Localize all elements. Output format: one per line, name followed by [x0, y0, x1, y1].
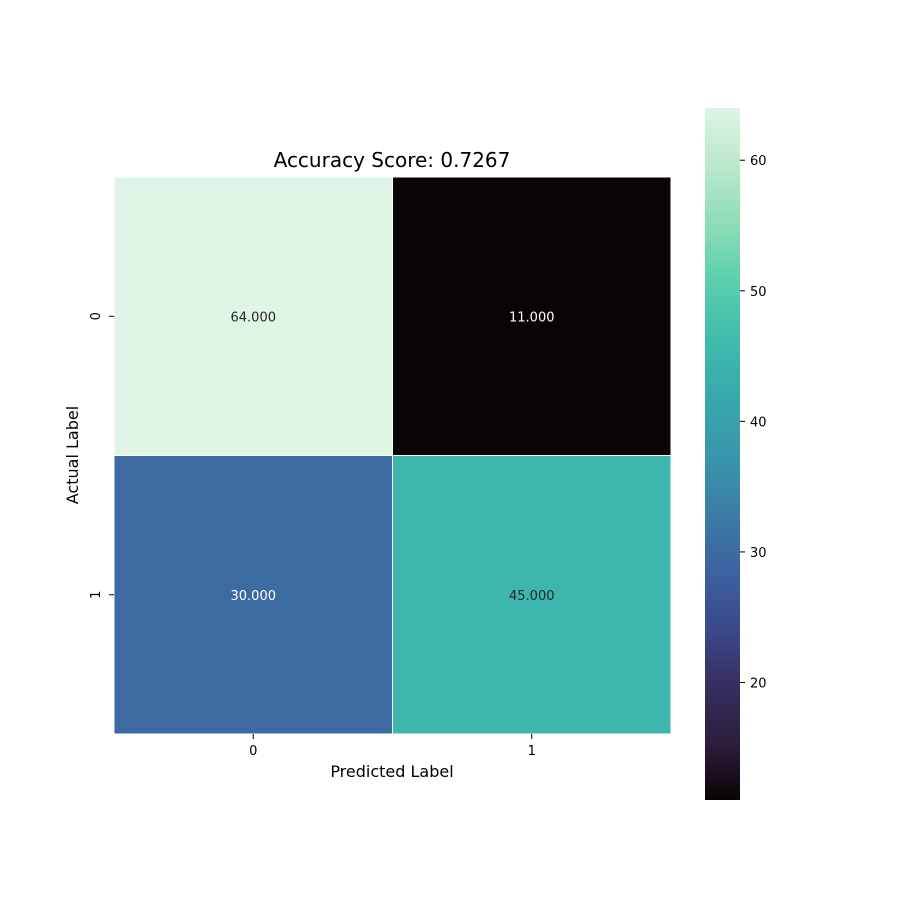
x-tick-label-1: 1	[528, 744, 536, 759]
y-tick-label-0: 0	[89, 312, 104, 320]
x-tick-label-0: 0	[249, 744, 257, 759]
colorbar-tick-label-0: 20	[750, 676, 767, 691]
colorbar-tick-label-1: 30	[750, 546, 767, 561]
y-axis-ticks: 01	[89, 312, 114, 599]
colorbar-ticks: 20 30 40 50 60	[740, 154, 767, 691]
chart-title: Accuracy Score: 0.7267	[274, 148, 511, 172]
colorbar-tick-label-3: 50	[750, 285, 767, 300]
cell-value-label-0-1: 11.000	[509, 310, 555, 325]
colorbar-tick-label-2: 40	[750, 415, 767, 430]
y-tick-label-1: 1	[89, 591, 104, 599]
x-axis-label: Predicted Label	[330, 762, 453, 781]
heatmap-cell-1-0	[113, 455, 393, 735]
heatmap-cell-1-1	[392, 455, 672, 735]
cell-value-label-1-1: 45.000	[509, 589, 555, 604]
cell-value-label-1-0: 30.000	[231, 589, 277, 604]
heatmap-cells: 64.000 11.000 30.000 45.000	[113, 176, 672, 735]
colorbar-tick-label-4: 60	[750, 154, 767, 169]
cell-value-label-0-0: 64.000	[231, 310, 277, 325]
heatmap-cell-0-1	[392, 176, 672, 456]
colorbar	[705, 108, 740, 800]
heatmap-cell-0-0	[113, 176, 393, 456]
y-axis-label: Actual Label	[63, 406, 82, 504]
